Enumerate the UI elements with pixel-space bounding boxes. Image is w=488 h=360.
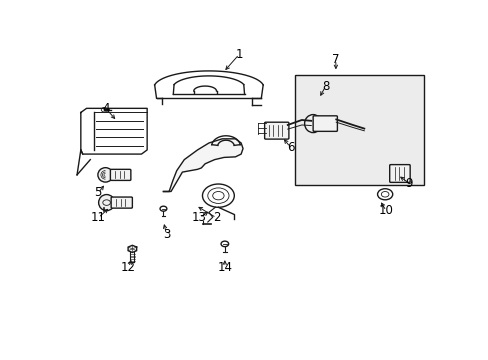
Text: 1: 1 — [235, 48, 243, 61]
FancyBboxPatch shape — [110, 169, 131, 180]
Ellipse shape — [304, 114, 321, 132]
Text: 14: 14 — [217, 261, 232, 274]
FancyBboxPatch shape — [389, 165, 409, 183]
Text: 11: 11 — [91, 211, 105, 224]
Text: 6: 6 — [286, 141, 294, 154]
FancyBboxPatch shape — [264, 122, 288, 139]
Ellipse shape — [99, 194, 114, 211]
Bar — [295, 75, 423, 185]
Text: 13: 13 — [192, 211, 206, 224]
Text: 12: 12 — [121, 261, 136, 274]
Text: 5: 5 — [94, 186, 102, 199]
Text: 8: 8 — [321, 80, 328, 93]
Text: 10: 10 — [378, 204, 393, 217]
Polygon shape — [163, 139, 243, 192]
Text: 3: 3 — [163, 228, 170, 241]
Text: 7: 7 — [331, 53, 339, 66]
Text: 9: 9 — [405, 177, 412, 190]
FancyBboxPatch shape — [312, 116, 337, 131]
FancyBboxPatch shape — [111, 197, 132, 208]
Ellipse shape — [98, 168, 113, 182]
Text: 4: 4 — [102, 102, 109, 115]
Text: 2: 2 — [212, 211, 220, 224]
Polygon shape — [128, 245, 136, 252]
